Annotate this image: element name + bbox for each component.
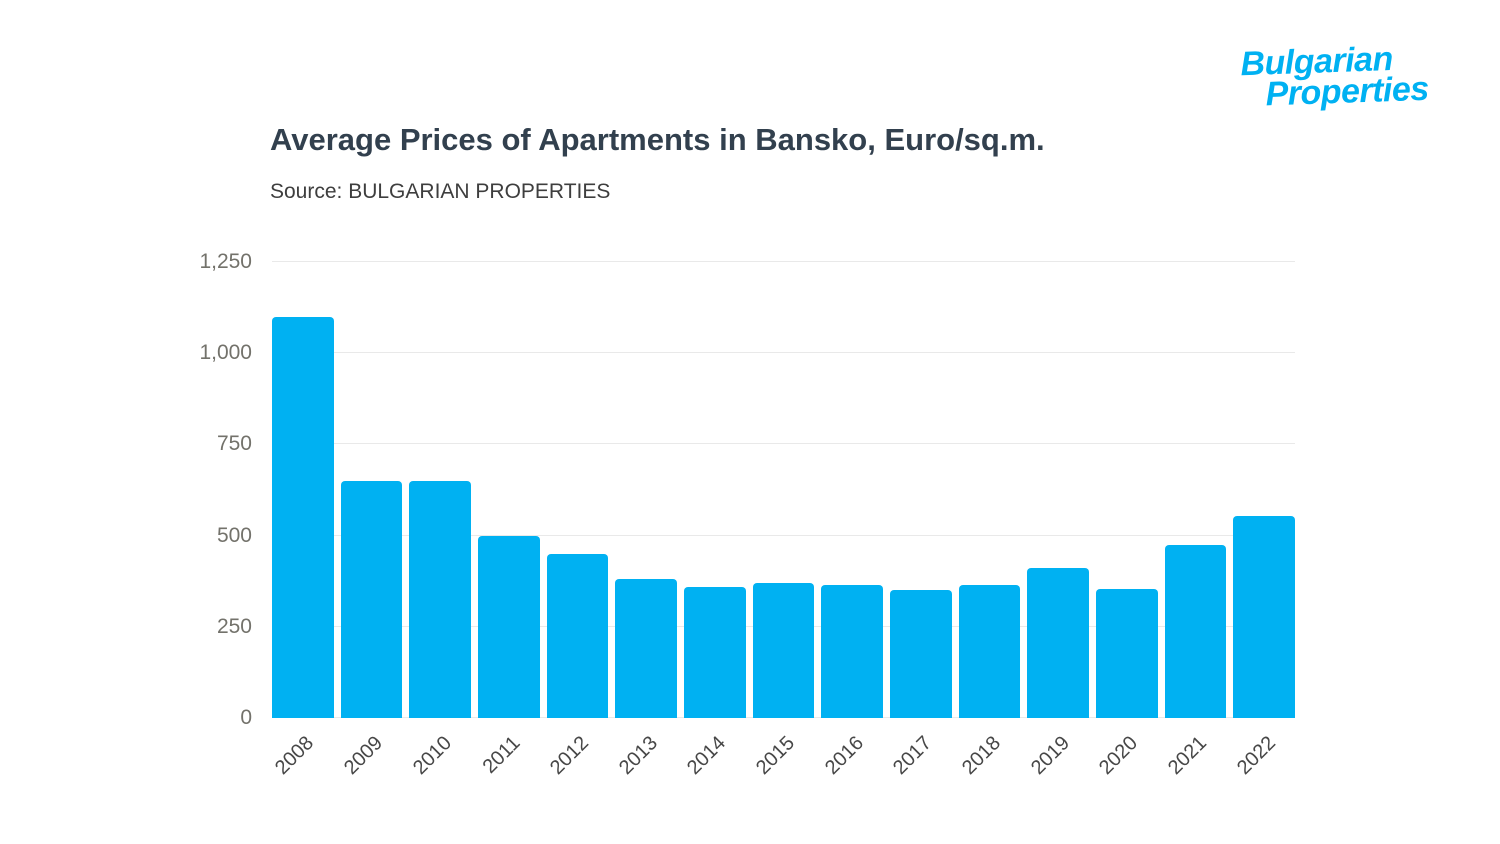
gridline	[272, 443, 1295, 445]
gridline	[272, 352, 1295, 354]
bar-slot: 2016	[821, 262, 884, 779]
x-tick-label: 2016	[820, 732, 868, 780]
bar-slot: 2014	[683, 262, 746, 779]
bar-2021	[1164, 544, 1227, 718]
plot-area: 2008 2009 2010 2011 2012 2013 2014 2015 2016 2017…	[271, 261, 1296, 779]
gridline	[272, 534, 1295, 536]
y-tick-label: 250	[216, 614, 252, 638]
bar-2009	[340, 480, 403, 718]
bar-2019	[1027, 568, 1090, 718]
bar-2015	[752, 583, 815, 718]
y-tick-label: 1,250	[199, 250, 252, 273]
gridline	[272, 261, 1295, 262]
x-tick-label: 2013	[614, 732, 662, 780]
bar-2014	[684, 586, 746, 718]
x-tick-label: 2019	[1026, 732, 1074, 780]
bar-slot: 2019	[1027, 262, 1090, 779]
x-tick-label: 2014	[683, 732, 731, 780]
x-tick-label: 2010	[408, 732, 456, 780]
bar-slot: 2013	[615, 262, 678, 779]
bar-2011	[478, 535, 540, 718]
y-axis: 0 250 500 750 1,000 1,250	[150, 250, 262, 729]
x-tick-label: 2017	[889, 732, 937, 780]
bar-slot: 2012	[546, 262, 609, 779]
y-tick-label: 0	[240, 706, 252, 729]
bar-slot: 2021	[1164, 262, 1227, 779]
bar-2008	[272, 316, 334, 718]
bar-2016	[821, 584, 884, 718]
y-tick-label: 750	[216, 432, 252, 456]
bar-2010	[409, 480, 472, 718]
bar-2022	[1233, 515, 1296, 718]
bar-2018	[958, 584, 1021, 718]
x-tick-label: 2015	[752, 732, 800, 780]
bar-slot: 2009	[340, 262, 403, 779]
bar-slot: 2011	[478, 262, 540, 778]
bar-slot: 2018	[958, 262, 1021, 779]
chart-source: Source: BULGARIAN PROPERTIES	[270, 180, 611, 203]
bar-slot: 2022	[1233, 262, 1296, 779]
y-tick-label: 500	[216, 523, 252, 547]
x-tick-label: 2022	[1232, 732, 1280, 780]
x-tick-label: 2011	[478, 732, 525, 778]
y-tick-label: 1,000	[199, 341, 252, 365]
bar-slot: 2008	[271, 262, 334, 779]
bar-2017	[890, 590, 952, 718]
bar-2013	[615, 579, 678, 718]
x-tick-label: 2020	[1095, 732, 1143, 780]
x-tick-label: 2012	[546, 732, 594, 780]
bar-slot: 2015	[752, 262, 815, 779]
bar-slot: 2010	[409, 262, 472, 779]
x-tick-label: 2009	[340, 732, 388, 780]
logo-line2: Properties	[1264, 70, 1430, 114]
chart-title: Average Prices of Apartments in Bansko, …	[270, 122, 1045, 157]
x-tick-label: 2008	[271, 732, 319, 780]
x-tick-label: 2018	[958, 732, 1006, 780]
bar-2020	[1096, 588, 1158, 718]
bar-slot: 2017	[889, 262, 952, 779]
bar-2012	[546, 553, 609, 718]
bar-slot: 2020	[1095, 262, 1158, 779]
bulgarian-properties-logo: Bulgarian Properties	[1240, 40, 1430, 114]
bars: 2008 2009 2010 2011 2012 2013 2014 2015 2016 2017…	[271, 262, 1296, 779]
x-tick-label: 2021	[1164, 732, 1212, 780]
